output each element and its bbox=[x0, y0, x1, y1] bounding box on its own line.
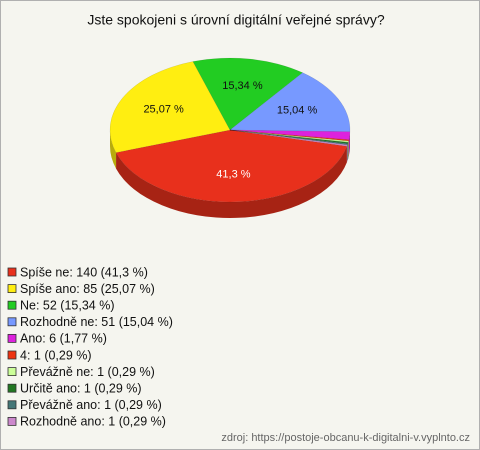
legend-swatch bbox=[7, 400, 17, 410]
source: zdroj: https://postoje-obcanu-k-digitaln… bbox=[221, 432, 470, 444]
slice-label: 41,3 % bbox=[216, 168, 250, 180]
slice bbox=[229, 129, 349, 146]
slice bbox=[229, 129, 348, 147]
legend-label: Rozhodně ano: 1 (0,29 %) bbox=[20, 415, 166, 429]
legend-swatch bbox=[7, 300, 17, 310]
slice bbox=[229, 129, 350, 142]
legend-label: Spíše ne: 140 (41,3 %) bbox=[20, 265, 148, 279]
legend-label: Určitě ano: 1 (0,29 %) bbox=[20, 381, 142, 395]
slice-side bbox=[110, 130, 117, 169]
legend-swatch bbox=[7, 333, 17, 343]
legend-swatch bbox=[7, 284, 17, 294]
legend-swatch bbox=[7, 416, 17, 426]
legend-label: Ano: 6 (1,77 %) bbox=[20, 332, 107, 346]
slice bbox=[229, 72, 351, 133]
slice-label: 25,07 % bbox=[143, 104, 184, 116]
legend-label: Spíše ano: 85 (25,07 %) bbox=[20, 282, 155, 296]
legend-label: Převážně ne: 1 (0,29 %) bbox=[20, 365, 155, 379]
slice bbox=[109, 61, 231, 153]
legend-label: Ne: 52 (15,34 %) bbox=[20, 298, 115, 312]
legend-label: Rozhodně ne: 51 (15,04 %) bbox=[20, 315, 173, 329]
slice bbox=[115, 129, 348, 203]
slice bbox=[229, 129, 351, 141]
legend-label: Převážně ano: 1 (0,29 %) bbox=[20, 398, 162, 412]
legend-swatch bbox=[7, 317, 17, 327]
legend-label: 4: 1 (0,29 %) bbox=[20, 348, 92, 362]
slice-label: 15,04 % bbox=[277, 105, 318, 117]
slice bbox=[229, 129, 349, 144]
slice bbox=[229, 129, 349, 143]
slice bbox=[192, 57, 304, 131]
slice-side bbox=[116, 146, 347, 219]
legend-swatch bbox=[7, 383, 17, 393]
legend-swatch bbox=[7, 350, 17, 360]
slice-label: 15,34 % bbox=[222, 80, 263, 92]
slice-side bbox=[348, 131, 350, 156]
legend-swatch bbox=[7, 367, 17, 377]
legend-swatch bbox=[7, 267, 17, 277]
chart-title: Jste spokojeni s úrovní digitální veřejn… bbox=[87, 12, 384, 28]
